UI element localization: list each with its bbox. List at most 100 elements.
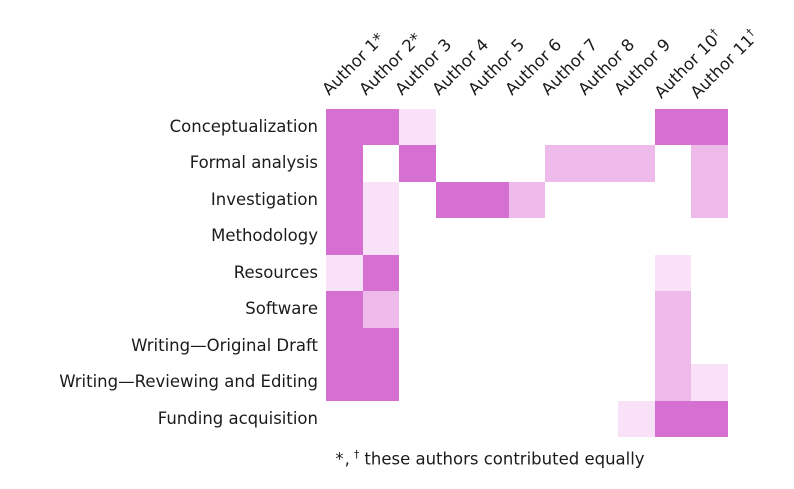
- heatmap-cell: [435, 364, 472, 401]
- heatmap-cell: [508, 364, 545, 401]
- heatmap-cell: [399, 218, 436, 255]
- heatmap-cell: [508, 400, 545, 437]
- heatmap-cell: [618, 145, 655, 182]
- heatmap-cell: [618, 254, 655, 292]
- row-label: Methodology: [211, 226, 318, 246]
- heatmap-cell: [435, 218, 472, 255]
- heatmap-cell: [654, 400, 691, 437]
- heatmap-cell: [399, 327, 436, 365]
- heatmap-cell: [691, 218, 728, 255]
- heatmap-cell: [326, 364, 363, 401]
- heatmap-cell: [326, 291, 363, 328]
- row-label: Conceptualization: [169, 117, 318, 136]
- heatmap-cell: [691, 327, 728, 365]
- heatmap-cell: [362, 109, 399, 146]
- heatmap-cell: [399, 291, 436, 328]
- heatmap-cell: [326, 145, 363, 182]
- heatmap-cell: [472, 364, 509, 401]
- heatmap-cell: [691, 145, 728, 182]
- heatmap-cell: [472, 327, 509, 365]
- heatmap-cell: [435, 109, 472, 146]
- heatmap-cell: [691, 400, 728, 437]
- heatmap-cell: [362, 327, 399, 365]
- heatmap-cell: [618, 109, 655, 146]
- heatmap-cell: [581, 364, 618, 401]
- heatmap-cell: [618, 327, 655, 365]
- footnote-text: these authors contributed equally: [364, 449, 645, 469]
- heatmap-cell: [618, 364, 655, 401]
- heatmap-cell: [326, 254, 363, 292]
- row-label: Writing—Original Draft: [131, 335, 318, 355]
- heatmap-cell: [618, 181, 655, 219]
- row-label: Formal analysis: [189, 153, 318, 173]
- heatmap-cell: [435, 327, 472, 365]
- heatmap-cell: [399, 109, 436, 146]
- heatmap-cell: [472, 145, 509, 182]
- heatmap-cell: [654, 364, 691, 401]
- heatmap-cell: [581, 327, 618, 365]
- heatmap-cell: [581, 218, 618, 255]
- heatmap-cell: [508, 109, 545, 146]
- heatmap-cell: [472, 109, 509, 146]
- heatmap-cell: [508, 327, 545, 365]
- heatmap-cell: [399, 400, 436, 437]
- heatmap-cell: [654, 181, 691, 219]
- heatmap-cell: [545, 364, 582, 401]
- row-label: Funding acquisition: [157, 408, 318, 428]
- heatmap-cell: [326, 181, 363, 219]
- heatmap-cell: [545, 218, 582, 255]
- heatmap-cell: [691, 364, 728, 401]
- heatmap-cell: [435, 254, 472, 292]
- heatmap-cell: [326, 109, 363, 146]
- heatmap-cell: [326, 327, 363, 365]
- heatmap-cell: [362, 145, 399, 182]
- heatmap-cell: [362, 254, 399, 292]
- heatmap-cell: [326, 218, 363, 255]
- heatmap-cell: [362, 291, 399, 328]
- heatmap-cell: [508, 218, 545, 255]
- heatmap-cell: [508, 291, 545, 328]
- heatmap-cell: [326, 400, 363, 437]
- heatmap-cell: [435, 400, 472, 437]
- footnote: *, † these authors contributed equally: [270, 448, 710, 469]
- heatmap-cell: [362, 181, 399, 219]
- heatmap-cell: [545, 254, 582, 292]
- footnote-dagger: †: [353, 448, 360, 461]
- heatmap-cell: [618, 218, 655, 255]
- row-label: Software: [245, 299, 318, 319]
- heatmap-grid: [326, 109, 728, 437]
- row-label: Investigation: [210, 189, 318, 209]
- heatmap-cell: [654, 218, 691, 255]
- heatmap-cell: [691, 181, 728, 219]
- heatmap-cell: [472, 254, 509, 292]
- heatmap-cell: [399, 181, 436, 219]
- heatmap-cell: [399, 254, 436, 292]
- heatmap-cell: [472, 291, 509, 328]
- heatmap-cell: [654, 291, 691, 328]
- heatmap-cell: [545, 181, 582, 219]
- heatmap-cell: [472, 181, 509, 219]
- heatmap-cell: [545, 291, 582, 328]
- heatmap-cell: [618, 291, 655, 328]
- heatmap-cell: [545, 109, 582, 146]
- row-label: Writing—Reviewing and Editing: [59, 372, 318, 392]
- heatmap-cell: [654, 327, 691, 365]
- heatmap-cell: [435, 291, 472, 328]
- heatmap-cell: [362, 364, 399, 401]
- heatmap-cell: [581, 400, 618, 437]
- heatmap-cell: [691, 254, 728, 292]
- heatmap-cell: [691, 291, 728, 328]
- heatmap-cell: [654, 254, 691, 292]
- heatmap-cell: [435, 181, 472, 219]
- heatmap-cell: [435, 145, 472, 182]
- heatmap-cell: [362, 400, 399, 437]
- heatmap-cell: [581, 145, 618, 182]
- heatmap-cell: [508, 181, 545, 219]
- heatmap-cell: [472, 400, 509, 437]
- heatmap-cell: [362, 218, 399, 255]
- heatmap-cell: [545, 400, 582, 437]
- footnote-asterisk: *,: [335, 449, 351, 469]
- heatmap-cell: [399, 145, 436, 182]
- heatmap-cell: [691, 109, 728, 146]
